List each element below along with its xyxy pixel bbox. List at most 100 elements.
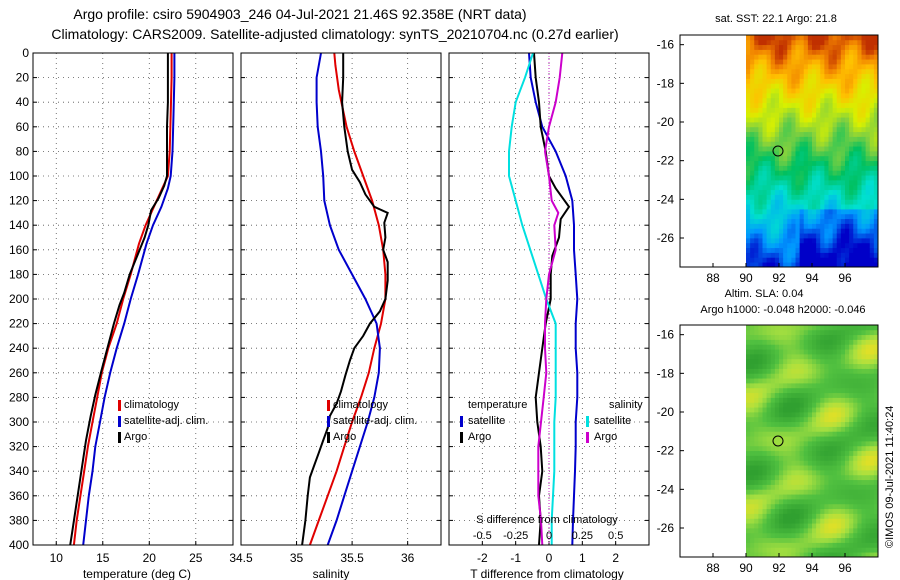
- heatmap-cell: [783, 233, 788, 239]
- heatmap-cell: [812, 194, 817, 200]
- heatmap-cell: [766, 518, 772, 524]
- heatmap-cell: [828, 204, 834, 210]
- heatmap-cell: [746, 431, 751, 437]
- heatmap-cell: [787, 59, 792, 65]
- heatmap-cell: [770, 257, 776, 263]
- heatmap-cell: [820, 73, 825, 79]
- heatmap-cell: [873, 358, 879, 365]
- heatmap-cell: [840, 189, 846, 195]
- heatmap-cell: [849, 460, 854, 466]
- heatmap-cell: [820, 532, 825, 539]
- heatmap-cell: [766, 102, 772, 108]
- heatmap-cell: [754, 484, 759, 490]
- heatmap-cell: [873, 450, 879, 456]
- heatmap-cell: [746, 499, 751, 505]
- heatmap-cell: [853, 421, 858, 427]
- heatmap-cell: [828, 378, 834, 384]
- heatmap-cell: [779, 397, 784, 403]
- heatmap-cell: [762, 334, 768, 340]
- heatmap-cell: [836, 141, 842, 147]
- legend-swatch-satellite-adj: [118, 416, 121, 427]
- heatmap-cell: [795, 450, 801, 456]
- heatmap-cell: [779, 136, 784, 142]
- heatmap-cell: [873, 39, 879, 46]
- heatmap-cell: [766, 426, 772, 432]
- heatmap-cell: [857, 64, 862, 70]
- heatmap-cell: [840, 35, 846, 41]
- heatmap-cell: [758, 180, 763, 186]
- heatmap-cell: [803, 329, 809, 336]
- heatmap-cell: [824, 416, 829, 423]
- heatmap-cell: [774, 165, 780, 171]
- legend-swatch-argo: [118, 432, 121, 443]
- heatmap-cell: [869, 242, 875, 249]
- depth-tick-label: 400: [9, 538, 29, 552]
- heatmap-cell: [783, 151, 788, 157]
- heatmap-cell: [762, 160, 768, 166]
- heatmap-cell: [774, 441, 780, 447]
- heatmap-cell: [791, 441, 796, 447]
- heatmap-cell: [770, 383, 776, 389]
- heatmap-cell: [816, 35, 821, 41]
- heatmap-cell: [853, 126, 858, 133]
- heatmap-cell: [873, 455, 879, 461]
- heatmap-cell: [836, 402, 842, 408]
- heatmap-cell: [770, 117, 776, 123]
- heatmap-cell: [873, 136, 879, 142]
- heatmap-cell: [853, 39, 858, 46]
- heatmap-cell: [820, 238, 825, 244]
- heatmap-cell: [853, 54, 858, 60]
- heatmap-cell: [861, 547, 867, 553]
- heatmap-cell: [758, 523, 763, 529]
- heatmap-cell: [791, 194, 796, 200]
- heatmap-cell: [857, 474, 862, 481]
- heatmap-cell: [869, 412, 875, 418]
- heatmap-cell: [762, 194, 768, 200]
- heatmap-cell: [762, 523, 768, 529]
- heatmap-cell: [857, 102, 862, 108]
- heatmap-cell: [791, 503, 796, 510]
- heatmap-cell: [754, 412, 759, 418]
- difference-axes-box: [448, 52, 650, 546]
- heatmap-cell: [840, 552, 846, 558]
- heatmap-cell: [812, 199, 817, 205]
- heatmap-cell: [746, 421, 751, 427]
- heatmap-cell: [791, 363, 796, 369]
- heatmap-cell: [779, 383, 784, 389]
- heatmap-cell: [845, 155, 850, 162]
- heatmap-cell: [828, 122, 834, 128]
- heatmap-cell: [754, 112, 759, 118]
- heatmap-cell: [807, 194, 813, 200]
- heatmap-cell: [795, 170, 801, 176]
- heatmap-cell: [799, 54, 805, 60]
- heatmap-cell: [836, 532, 842, 539]
- heatmap-cell: [783, 325, 788, 331]
- heatmap-cell: [787, 218, 792, 224]
- heatmap-cell: [807, 344, 813, 350]
- heatmap-cell: [832, 88, 838, 94]
- heatmap-cell: [845, 136, 850, 142]
- heatmap-cell: [783, 494, 788, 500]
- heatmap-cell: [857, 329, 862, 336]
- heatmap-cell: [873, 83, 879, 89]
- heatmap-cell: [832, 426, 838, 432]
- heatmap-cell: [807, 474, 813, 481]
- heatmap-cell: [803, 122, 809, 128]
- heatmap-cell: [853, 83, 858, 89]
- heatmap-cell: [820, 358, 825, 365]
- heatmap-cell: [758, 402, 763, 408]
- heatmap-cell: [853, 107, 858, 113]
- heatmap-cell: [746, 325, 751, 331]
- heatmap-cell: [865, 68, 871, 75]
- heatmap-cell: [762, 238, 768, 244]
- lat-tick-label: -18: [657, 366, 675, 380]
- heatmap-cell: [812, 64, 817, 70]
- heatmap-cell: [746, 547, 751, 553]
- heatmap-cell: [770, 489, 776, 495]
- heatmap-cell: [861, 489, 867, 495]
- heatmap-cell: [807, 392, 813, 398]
- heatmap-cell: [783, 489, 788, 495]
- heatmap-cell: [795, 513, 801, 519]
- heatmap-cell: [779, 358, 784, 365]
- heatmap-cell: [779, 445, 784, 452]
